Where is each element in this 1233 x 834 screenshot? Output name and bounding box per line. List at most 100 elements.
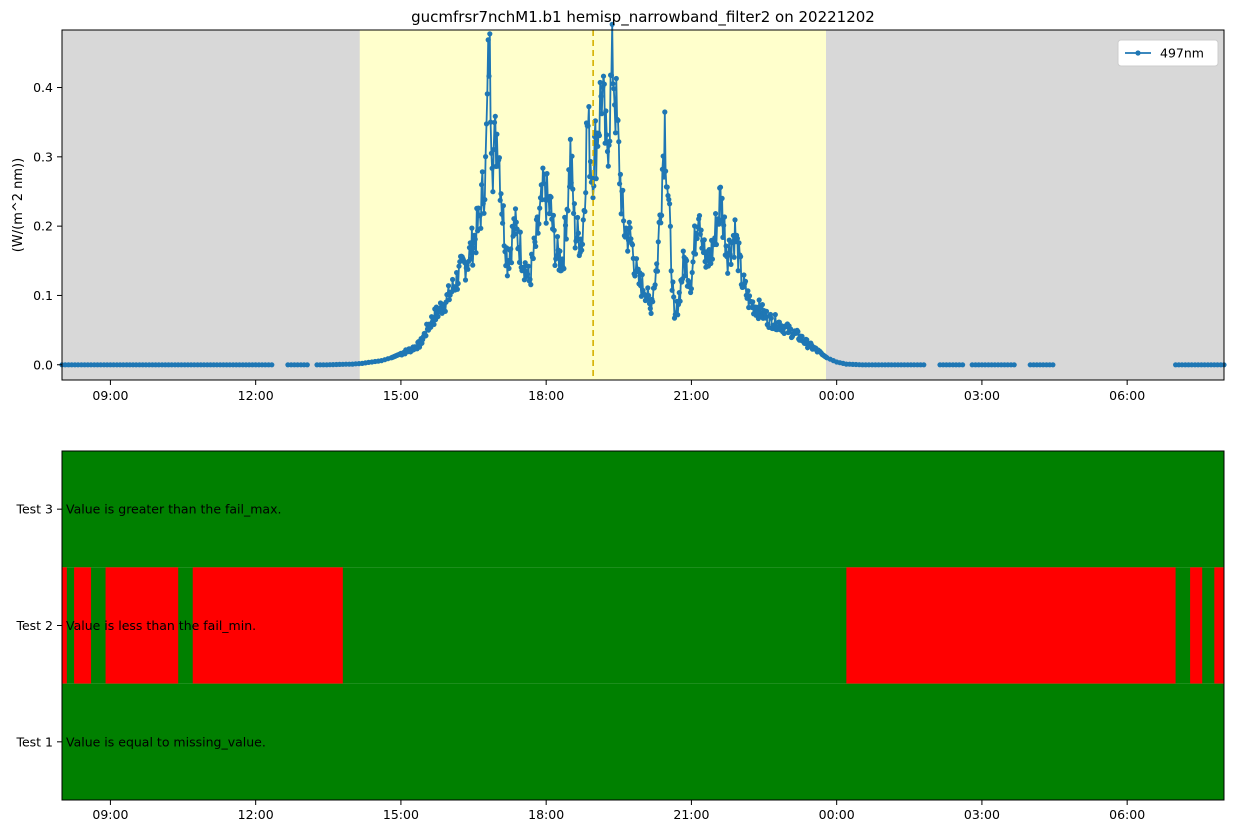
data-point (477, 212, 483, 219)
data-point (455, 280, 461, 287)
qc-fail-segment (1214, 567, 1224, 684)
data-point (665, 193, 671, 199)
data-point (680, 248, 686, 254)
x-tick-label: 09:00 (92, 807, 128, 822)
data-point (544, 171, 550, 177)
data-point (639, 272, 645, 278)
data-point (587, 158, 594, 165)
data-point (1050, 362, 1056, 368)
data-point (536, 221, 542, 227)
data-point (554, 234, 561, 240)
data-point (721, 214, 728, 220)
data-point (712, 235, 718, 241)
data-point (654, 261, 660, 267)
data-point (480, 201, 486, 207)
data-point (613, 75, 619, 82)
data-point (804, 337, 810, 343)
x-tick-label: 00:00 (819, 388, 855, 403)
data-point (629, 242, 636, 248)
x-tick-label: 18:00 (528, 807, 564, 822)
data-point (727, 251, 733, 257)
data-point (488, 150, 494, 156)
data-point (491, 146, 497, 153)
data-point (610, 81, 616, 87)
data-point (698, 227, 704, 233)
data-point (525, 271, 531, 277)
data-point (557, 248, 563, 254)
data-point (759, 302, 766, 308)
data-point (676, 290, 682, 296)
data-point (603, 108, 609, 114)
series-497nm (59, 21, 1227, 368)
data-point (713, 241, 720, 248)
data-point (486, 73, 492, 79)
data-point (721, 222, 727, 228)
data-point (565, 208, 571, 214)
x-tick-label: 15:00 (383, 807, 419, 822)
irradiance-plot: 09:00 12:00 15:00 18:00 21:00 00:00 03:00 06:00… (11, 8, 1227, 403)
data-point (661, 174, 667, 180)
data-point (615, 117, 621, 123)
data-point (598, 93, 604, 99)
data-point (592, 118, 599, 124)
data-point (788, 326, 794, 332)
data-point (495, 163, 501, 169)
data-point (595, 143, 601, 149)
data-point (482, 197, 488, 203)
data-point (666, 196, 672, 203)
data-point (602, 140, 608, 146)
data-point (527, 276, 533, 282)
data-point (571, 201, 578, 207)
data-point (470, 245, 477, 251)
data-point (506, 265, 512, 271)
data-point (670, 279, 676, 285)
data-point (658, 220, 664, 226)
data-point (799, 333, 805, 339)
qc-fail-segment (74, 567, 92, 684)
data-point (479, 169, 485, 175)
data-point (500, 203, 506, 209)
data-point (550, 212, 557, 218)
data-point (768, 315, 774, 321)
x-tick-label: 03:00 (964, 388, 1000, 403)
data-point (530, 255, 536, 262)
data-point (732, 217, 738, 223)
data-point (562, 222, 569, 228)
data-point (668, 268, 674, 274)
data-point (689, 269, 695, 276)
data-point (612, 130, 619, 136)
data-point (534, 214, 540, 220)
data-point (742, 278, 749, 284)
qc-fail-segment (62, 567, 67, 684)
data-point (582, 208, 588, 215)
y-axis-ticks: Test 3 Test 2 Test 1 (15, 502, 62, 749)
data-point (521, 264, 527, 270)
data-point (579, 241, 586, 247)
data-point (531, 235, 537, 241)
data-point (626, 219, 632, 225)
data-point (622, 234, 628, 240)
data-point (671, 294, 677, 300)
data-point (633, 256, 640, 262)
data-point (435, 313, 441, 320)
data-point (491, 119, 498, 126)
data-point (618, 211, 624, 217)
plot-frame (61, 29, 1225, 381)
data-point (795, 329, 801, 335)
data-point (504, 273, 510, 279)
data-point (516, 259, 523, 265)
data-point (692, 251, 699, 257)
data-point (559, 256, 565, 262)
data-point (648, 310, 654, 316)
data-point (763, 308, 770, 314)
data-point (525, 263, 532, 269)
data-point (596, 132, 603, 139)
data-point (605, 163, 611, 169)
data-point (269, 362, 275, 368)
data-point (571, 210, 577, 216)
data-point (540, 165, 546, 171)
y-tick-label: 0.3 (33, 149, 53, 164)
data-point (579, 247, 585, 253)
data-point (512, 231, 518, 237)
